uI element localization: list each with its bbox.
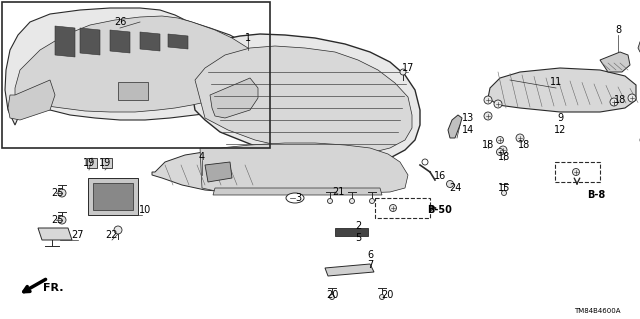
Polygon shape — [335, 228, 368, 236]
Text: 19: 19 — [99, 158, 111, 168]
Circle shape — [349, 198, 355, 204]
Text: 3: 3 — [295, 193, 301, 203]
Text: 1: 1 — [245, 33, 251, 43]
Text: 24: 24 — [449, 183, 461, 193]
Text: 7: 7 — [367, 260, 373, 270]
Text: 25: 25 — [52, 188, 64, 198]
Circle shape — [369, 198, 374, 204]
Text: 5: 5 — [355, 233, 361, 243]
Circle shape — [573, 168, 579, 175]
Polygon shape — [80, 28, 100, 55]
Text: B-8: B-8 — [587, 190, 605, 200]
Polygon shape — [38, 228, 72, 240]
Circle shape — [447, 181, 454, 188]
Polygon shape — [93, 183, 133, 210]
Circle shape — [497, 149, 504, 155]
Circle shape — [58, 189, 66, 197]
Text: 26: 26 — [114, 17, 126, 27]
Circle shape — [380, 294, 385, 300]
Text: 17: 17 — [402, 63, 414, 73]
Bar — [2, 2, 270, 148]
Polygon shape — [638, 38, 640, 52]
Text: 20: 20 — [381, 290, 393, 300]
Polygon shape — [200, 143, 408, 193]
Text: 13: 13 — [462, 113, 474, 123]
Circle shape — [422, 159, 428, 165]
Polygon shape — [118, 82, 148, 100]
Circle shape — [516, 134, 524, 142]
Polygon shape — [210, 78, 258, 118]
Text: 18: 18 — [482, 140, 494, 150]
Text: 21: 21 — [332, 187, 344, 197]
Text: 16: 16 — [434, 171, 446, 181]
Circle shape — [497, 137, 504, 144]
Polygon shape — [88, 178, 138, 215]
Circle shape — [400, 69, 406, 75]
Text: FR.: FR. — [43, 283, 63, 293]
Text: 6: 6 — [367, 250, 373, 260]
Circle shape — [484, 96, 492, 104]
Polygon shape — [205, 162, 232, 182]
Polygon shape — [110, 30, 130, 53]
Text: 11: 11 — [550, 77, 562, 87]
Circle shape — [328, 198, 333, 204]
Text: 27: 27 — [72, 230, 84, 240]
Circle shape — [330, 294, 335, 300]
Polygon shape — [87, 158, 97, 168]
Polygon shape — [168, 34, 188, 49]
Text: 10: 10 — [139, 205, 151, 215]
Polygon shape — [188, 34, 420, 163]
Circle shape — [58, 216, 66, 224]
Text: 18: 18 — [518, 140, 530, 150]
Circle shape — [484, 112, 492, 120]
Circle shape — [114, 226, 122, 234]
Ellipse shape — [286, 193, 304, 203]
Polygon shape — [213, 188, 382, 195]
Polygon shape — [195, 46, 412, 155]
Text: 19: 19 — [83, 158, 95, 168]
Text: 12: 12 — [554, 125, 566, 135]
Text: 25: 25 — [52, 215, 64, 225]
Circle shape — [502, 190, 506, 196]
Circle shape — [628, 94, 636, 102]
Circle shape — [499, 146, 507, 154]
Text: 15: 15 — [498, 183, 510, 193]
Text: 4: 4 — [199, 152, 205, 162]
Bar — [375, 198, 430, 218]
Text: 8: 8 — [615, 25, 621, 35]
Polygon shape — [15, 16, 255, 118]
Polygon shape — [488, 68, 636, 112]
Polygon shape — [5, 8, 262, 125]
Text: 18: 18 — [614, 95, 626, 105]
Polygon shape — [152, 151, 270, 192]
Text: 22: 22 — [106, 230, 118, 240]
Polygon shape — [55, 26, 75, 57]
Text: 2: 2 — [355, 221, 361, 231]
Text: 18: 18 — [498, 152, 510, 162]
Polygon shape — [325, 264, 374, 276]
Polygon shape — [600, 52, 630, 72]
Text: 20: 20 — [326, 290, 338, 300]
Text: B-50: B-50 — [428, 205, 452, 215]
Circle shape — [390, 204, 397, 211]
Bar — [555, 162, 600, 182]
Polygon shape — [448, 115, 462, 138]
Circle shape — [494, 100, 502, 108]
Polygon shape — [140, 32, 160, 51]
Polygon shape — [8, 80, 55, 120]
Polygon shape — [102, 158, 112, 168]
Text: 9: 9 — [557, 113, 563, 123]
Circle shape — [610, 98, 618, 106]
Text: 14: 14 — [462, 125, 474, 135]
Text: TM84B4600A: TM84B4600A — [573, 308, 620, 314]
